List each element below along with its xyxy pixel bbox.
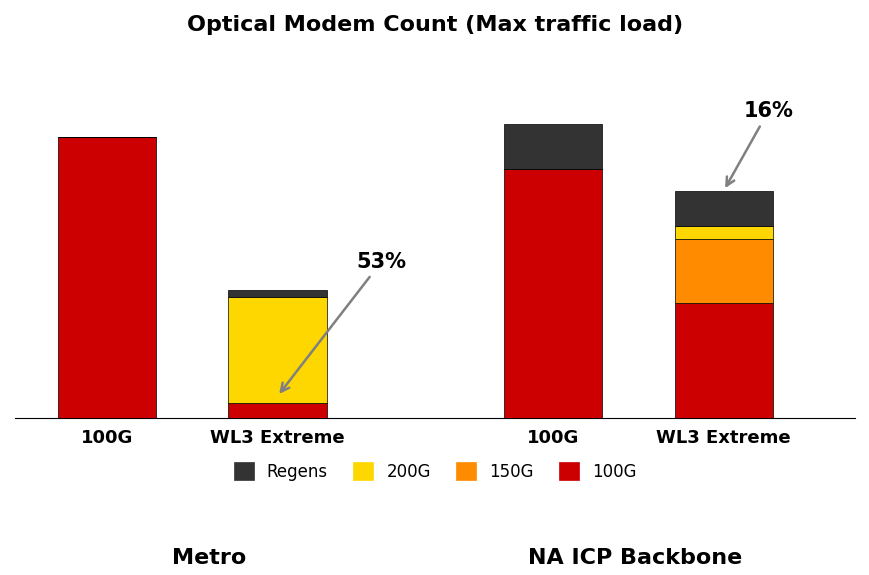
Bar xyxy=(673,227,772,239)
Bar xyxy=(673,191,772,227)
Bar xyxy=(228,402,327,418)
Text: 53%: 53% xyxy=(281,252,406,392)
Title: Optical Modem Count (Max traffic load): Optical Modem Count (Max traffic load) xyxy=(187,15,682,35)
Bar xyxy=(673,239,772,303)
Text: Metro: Metro xyxy=(171,548,246,568)
Bar xyxy=(503,124,601,169)
Bar xyxy=(228,297,327,402)
Legend: Regens, 200G, 150G, 100G: Regens, 200G, 150G, 100G xyxy=(227,456,642,487)
Bar xyxy=(228,290,327,297)
Bar xyxy=(503,169,601,418)
Text: 16%: 16% xyxy=(726,101,793,186)
Text: NA ICP Backbone: NA ICP Backbone xyxy=(527,548,741,568)
Bar xyxy=(57,137,156,418)
Bar xyxy=(673,303,772,418)
